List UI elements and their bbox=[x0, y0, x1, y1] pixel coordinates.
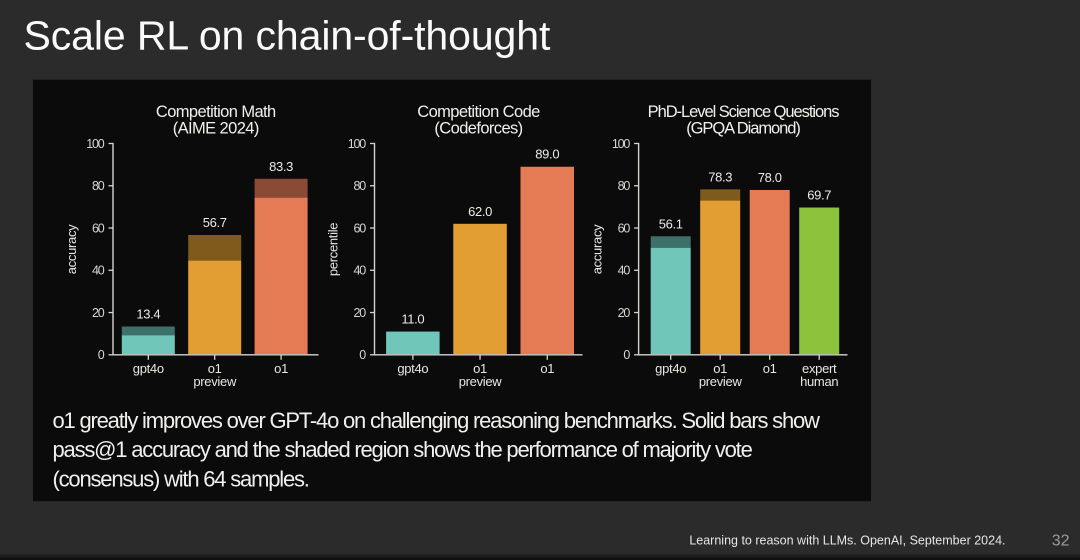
svg-text:preview: preview bbox=[699, 374, 743, 389]
svg-text:11.0: 11.0 bbox=[401, 312, 424, 327]
svg-text:100: 100 bbox=[86, 137, 105, 151]
svg-text:Competition Math: Competition Math bbox=[156, 103, 276, 121]
svg-text:o1: o1 bbox=[540, 361, 554, 376]
svg-text:gpt4o: gpt4o bbox=[133, 361, 164, 376]
svg-text:40: 40 bbox=[92, 264, 105, 278]
svg-text:32: 32 bbox=[1052, 533, 1070, 550]
svg-text:accuracy: accuracy bbox=[64, 224, 79, 274]
svg-text:100: 100 bbox=[348, 137, 367, 151]
svg-text:(AIME 2024): (AIME 2024) bbox=[173, 120, 259, 138]
svg-text:0: 0 bbox=[359, 348, 366, 362]
svg-text:percentile: percentile bbox=[326, 223, 341, 276]
svg-text:56.1: 56.1 bbox=[659, 216, 683, 231]
svg-text:gpt4o: gpt4o bbox=[655, 361, 686, 376]
svg-text:o1: o1 bbox=[473, 361, 487, 376]
svg-text:o1 greatly improves over GPT-4: o1 greatly improves over GPT-4o on chall… bbox=[53, 408, 821, 433]
svg-text:accuracy: accuracy bbox=[590, 224, 605, 274]
svg-text:60: 60 bbox=[353, 221, 366, 235]
svg-text:(consensus) with 64 samples.: (consensus) with 64 samples. bbox=[53, 466, 309, 491]
svg-text:78.3: 78.3 bbox=[708, 169, 732, 184]
svg-text:80: 80 bbox=[618, 179, 631, 193]
svg-text:preview: preview bbox=[459, 374, 503, 389]
svg-text:78.0: 78.0 bbox=[758, 170, 782, 185]
svg-text:o1: o1 bbox=[763, 361, 777, 376]
svg-text:o1: o1 bbox=[208, 361, 222, 376]
svg-text:20: 20 bbox=[618, 306, 631, 320]
svg-text:expert: expert bbox=[802, 361, 837, 376]
svg-text:0: 0 bbox=[98, 348, 105, 362]
svg-text:40: 40 bbox=[353, 264, 366, 278]
svg-text:gpt4o: gpt4o bbox=[397, 361, 428, 376]
svg-text:pass@1 accuracy and the shaded: pass@1 accuracy and the shaded region sh… bbox=[53, 437, 753, 462]
svg-text:o1: o1 bbox=[274, 361, 288, 376]
svg-text:56.7: 56.7 bbox=[203, 215, 227, 230]
svg-text:20: 20 bbox=[353, 306, 366, 320]
svg-text:20: 20 bbox=[92, 306, 105, 320]
svg-text:Competition Code: Competition Code bbox=[417, 103, 540, 121]
svg-text:100: 100 bbox=[612, 137, 631, 151]
svg-text:PhD-Level Science Questions: PhD-Level Science Questions bbox=[648, 103, 840, 121]
svg-text:(GPQA Diamond): (GPQA Diamond) bbox=[686, 120, 800, 138]
svg-text:80: 80 bbox=[353, 179, 366, 193]
svg-text:60: 60 bbox=[92, 221, 105, 235]
svg-text:Learning to reason with LLMs.: Learning to reason with LLMs. OpenAI, Se… bbox=[689, 534, 1005, 548]
svg-text:60: 60 bbox=[618, 221, 631, 235]
svg-text:62.0: 62.0 bbox=[468, 204, 492, 219]
svg-text:13.4: 13.4 bbox=[136, 306, 160, 321]
svg-text:(Codeforces): (Codeforces) bbox=[434, 120, 522, 138]
svg-text:0: 0 bbox=[623, 348, 630, 362]
svg-text:Scale RL on chain-of-thought: Scale RL on chain-of-thought bbox=[24, 12, 551, 58]
svg-text:69.7: 69.7 bbox=[807, 188, 831, 203]
svg-text:83.3: 83.3 bbox=[269, 159, 293, 174]
svg-text:preview: preview bbox=[193, 374, 237, 389]
svg-text:o1: o1 bbox=[713, 361, 727, 376]
svg-text:40: 40 bbox=[618, 264, 631, 278]
svg-text:89.0: 89.0 bbox=[535, 147, 559, 162]
svg-text:80: 80 bbox=[92, 179, 105, 193]
svg-text:human: human bbox=[800, 374, 838, 389]
